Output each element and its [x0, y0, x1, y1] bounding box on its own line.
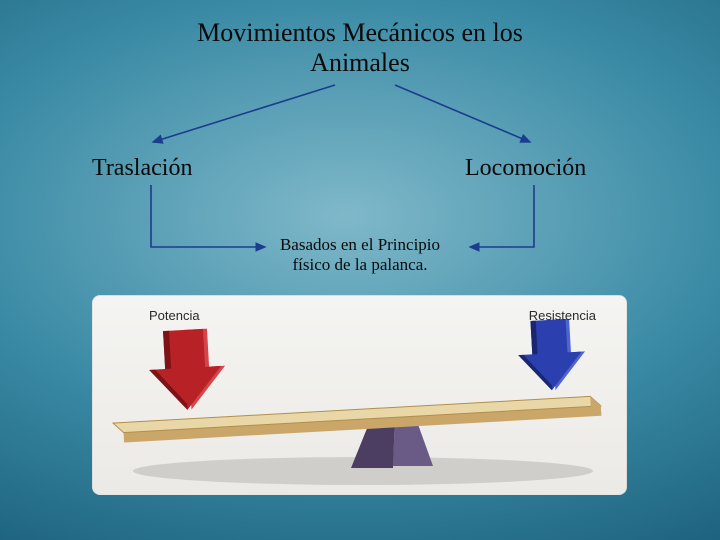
label-resistencia: Resistencia	[529, 308, 596, 323]
caption-line1: Basados en el Principio	[280, 235, 440, 254]
slide-title: Movimientos Mecánicos en losAnimales	[0, 18, 720, 78]
connector-title-to-left	[153, 85, 335, 142]
caption-line2: físico de la palanca.	[293, 255, 428, 274]
title-text: Movimientos Mecánicos en losAnimales	[197, 18, 523, 77]
arrow-potencia-icon	[147, 328, 227, 412]
subheading-traslacion: Traslación	[92, 155, 192, 182]
lever-svg	[93, 296, 627, 495]
caption-principio: Basados en el Principio físico de la pal…	[0, 235, 720, 276]
subheading-locomocion: Locomoción	[465, 155, 586, 182]
label-potencia: Potencia	[149, 308, 200, 323]
connector-title-to-right	[395, 85, 530, 142]
lever-illustration: Potencia Resistencia	[92, 295, 627, 495]
arrow-resistencia-icon	[516, 318, 587, 392]
